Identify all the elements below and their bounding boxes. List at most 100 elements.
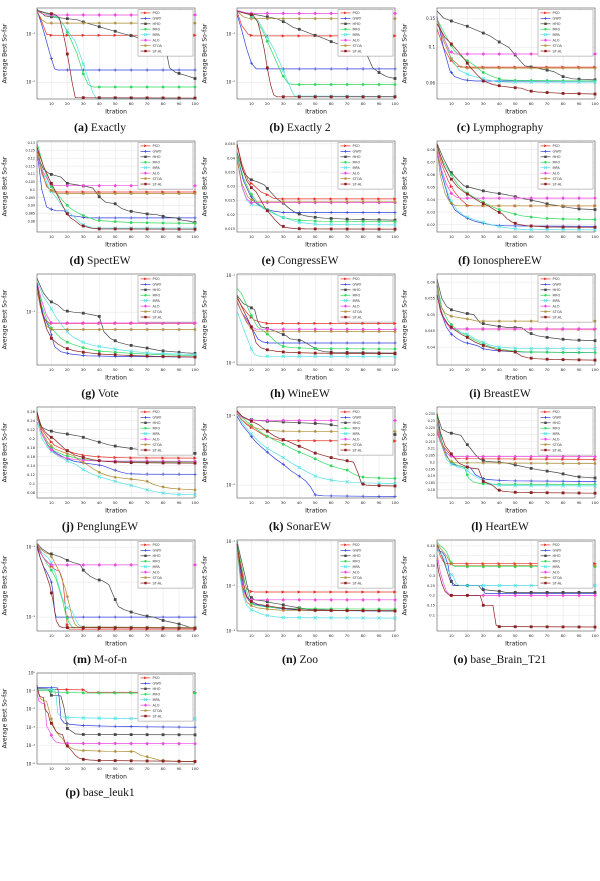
legend-label-GWO: GWO [553,549,562,553]
axes-box [436,406,596,499]
tick-labels: 10 20 30 40 50 60 70 80 90 100 10⁻¹ [26,309,199,372]
series-STOA [236,157,395,203]
x-axis-label: Itration [105,508,127,515]
svg-text:40: 40 [97,633,102,638]
svg-text:50: 50 [113,766,118,771]
svg-text:30: 30 [281,500,286,505]
svg-text:0.14: 0.14 [27,464,36,468]
svg-text:0.055: 0.055 [425,297,435,301]
svg-text:100: 100 [191,500,199,505]
svg-text:0.16: 0.16 [27,455,36,459]
series-GWO [36,286,196,358]
svg-text:20: 20 [65,633,70,638]
svg-text:80: 80 [161,633,166,638]
svg-text:30: 30 [281,234,286,239]
markers-ST-AL [449,177,597,229]
svg-text:100: 100 [191,633,199,638]
legend-label-ST-AL: ST-AL [553,49,563,53]
svg-text:70: 70 [145,101,150,106]
svg-text:0.115: 0.115 [26,164,35,168]
svg-text:10: 10 [249,633,254,638]
subplot-h: 10 20 30 40 50 60 70 80 90 100 10⁻¹ 10⁻² Itration Ave… [200,270,400,401]
subplot-caption-n: (n) Zoo [281,652,319,666]
legend-label-ALO: ALO [353,570,360,574]
y-axis-label: Average Best So-far [402,156,409,216]
svg-text:0.195: 0.195 [426,467,435,471]
legend-label-MFO: MFO [153,293,161,297]
markers-ST-AL [49,435,197,465]
x-axis-label: Itration [505,109,527,116]
legend-label-GWO: GWO [153,416,162,420]
markers-GWO [249,195,397,215]
svg-text:0.04: 0.04 [427,198,436,202]
legend-label-MFO: MFO [553,293,561,297]
subplot-canvas-l: 10 20 30 40 50 60 70 80 90 100 0.235 0.23 0.225 0.22 0… [402,406,599,515]
svg-text:90: 90 [377,234,382,239]
svg-text:0.11: 0.11 [28,172,35,176]
legend-label-PSO: PSO [153,11,160,15]
legend-label-MFO: MFO [153,559,161,563]
x-axis-label: Itration [505,242,527,249]
svg-text:50: 50 [313,500,318,505]
svg-text:50: 50 [513,234,518,239]
legend-label-ALO: ALO [353,171,360,175]
legend-label-MPA: MPA [153,299,161,303]
series-MPA [436,18,595,83]
markers-MPA [249,202,397,227]
svg-text:80: 80 [161,367,166,372]
svg-text:50: 50 [113,500,118,505]
svg-text:70: 70 [545,101,550,106]
legend-label-MPA: MPA [353,299,361,303]
subplot-f: 10 20 30 40 50 60 70 80 90 100 0.08 0.07 0.06 0.05 0.0… [400,137,600,268]
svg-text:0.06: 0.06 [426,81,435,86]
svg-text:80: 80 [561,367,566,372]
y-axis-label: Average Best So-far [2,688,9,748]
svg-text:0.12: 0.12 [28,157,35,161]
legend-label-PSO: PSO [153,676,160,680]
svg-text:90: 90 [577,101,582,106]
subplot-caption-a: (a) Exactly [74,120,126,134]
svg-text:0.1: 0.1 [30,188,35,192]
svg-text:30: 30 [81,766,86,771]
svg-text:70: 70 [345,101,350,106]
markers-ST-AL [249,600,397,613]
series-ST-AL [436,23,596,95]
svg-text:90: 90 [377,633,382,638]
tick-labels: 10 20 30 40 50 60 70 80 90 100 10⁰ 10⁻¹ 10⁻² 10⁻³ 10⁻⁴… [26,670,199,771]
tick-labels: 10 20 30 40 50 60 70 80 90 100 0.045 0.04 0.035 0.03 0… [225,142,400,239]
markers-ALO [449,191,597,200]
svg-text:30: 30 [481,234,486,239]
markers-STOA [449,459,597,466]
tick-labels: 10 20 30 40 50 60 70 80 90 100 0.26 0.24 0.22 0.2 0.18… [27,410,199,505]
series-ST-AL [36,147,196,230]
svg-text:40: 40 [297,500,302,505]
svg-text:30: 30 [281,101,286,106]
legend-label-MPA: MPA [553,33,561,37]
tick-labels: 10 20 30 40 50 60 70 80 90 100 10⁻¹ 10⁻² [26,31,199,106]
svg-text:40: 40 [297,101,302,106]
svg-text:10: 10 [49,367,54,372]
subplot-canvas-i: 10 20 30 40 50 60 70 80 90 100 0.06 0.055 0.05 0.045 0… [402,273,599,382]
markers-ALO [449,50,597,56]
subplot-caption-e: (e) CongressEW [261,253,339,267]
series-MFO [236,288,396,350]
svg-text:0.03: 0.03 [427,210,435,214]
legend-label-MFO: MFO [153,692,161,696]
svg-text:10⁻²: 10⁻² [226,360,235,365]
svg-text:10: 10 [49,633,54,638]
subplot-p: 10 20 30 40 50 60 70 80 90 100 10⁰ 10⁻¹ 10⁻² 10⁻³ 10⁻⁴… [0,669,200,800]
svg-text:50: 50 [513,101,518,106]
legend-label-MFO: MFO [353,27,361,31]
series-HHO [436,543,595,593]
y-axis-label: Average Best So-far [2,422,9,482]
legend-label-PSO: PSO [353,277,360,281]
svg-text:90: 90 [177,101,182,106]
svg-text:20: 20 [65,367,70,372]
legend-label-PSO: PSO [553,144,560,148]
legend-label-GWO: GWO [353,549,362,553]
svg-text:80: 80 [161,101,166,106]
